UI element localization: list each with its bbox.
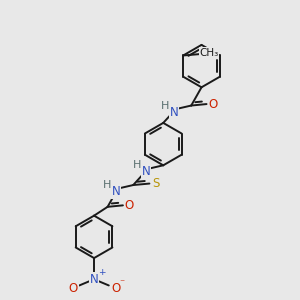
Text: N: N <box>112 185 120 198</box>
Text: ⁻: ⁻ <box>119 278 124 288</box>
Text: N: N <box>142 165 150 178</box>
Text: CH₃: CH₃ <box>200 47 219 58</box>
Text: N: N <box>169 106 178 118</box>
Text: H: H <box>133 160 141 170</box>
Text: H: H <box>103 180 111 190</box>
Text: O: O <box>69 282 78 295</box>
Text: S: S <box>152 177 160 190</box>
Text: N: N <box>90 273 98 286</box>
Text: O: O <box>125 199 134 212</box>
Text: +: + <box>98 268 106 278</box>
Text: H: H <box>160 100 169 110</box>
Text: O: O <box>111 282 121 295</box>
Text: O: O <box>208 98 217 111</box>
